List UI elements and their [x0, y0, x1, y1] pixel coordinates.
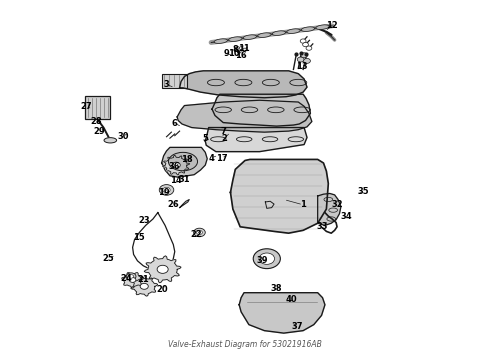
Polygon shape	[144, 256, 181, 283]
Circle shape	[301, 53, 308, 58]
Circle shape	[297, 57, 304, 62]
Text: 35: 35	[358, 187, 369, 196]
Text: 6: 6	[172, 119, 178, 128]
Text: 40: 40	[285, 295, 297, 304]
Circle shape	[194, 228, 205, 237]
Circle shape	[306, 46, 312, 50]
Circle shape	[243, 48, 247, 51]
Polygon shape	[318, 193, 341, 225]
Text: 16: 16	[235, 51, 247, 60]
Circle shape	[234, 48, 238, 50]
Text: 21: 21	[137, 275, 149, 284]
Text: 34: 34	[341, 212, 352, 221]
Text: 28: 28	[90, 117, 101, 126]
Polygon shape	[122, 273, 144, 288]
Circle shape	[255, 250, 279, 267]
Text: 31: 31	[179, 175, 190, 184]
Text: 19: 19	[158, 188, 170, 197]
Polygon shape	[163, 155, 190, 175]
Circle shape	[237, 50, 241, 53]
Circle shape	[304, 58, 310, 63]
Polygon shape	[162, 147, 207, 177]
Circle shape	[140, 283, 148, 289]
Text: 7: 7	[220, 127, 226, 136]
Text: 26: 26	[168, 199, 179, 208]
Text: 1: 1	[300, 200, 306, 209]
Ellipse shape	[287, 29, 300, 33]
Text: 39: 39	[256, 256, 268, 265]
Text: 23: 23	[138, 216, 150, 225]
Text: 14: 14	[171, 176, 182, 185]
Circle shape	[253, 249, 280, 269]
Text: Valve-Exhaust Diagram for 53021916AB: Valve-Exhaust Diagram for 53021916AB	[168, 340, 322, 349]
Text: 29: 29	[94, 127, 105, 136]
Polygon shape	[131, 276, 158, 296]
Ellipse shape	[104, 138, 117, 143]
Ellipse shape	[214, 39, 227, 44]
Circle shape	[259, 253, 274, 264]
Polygon shape	[239, 293, 325, 333]
Text: 33: 33	[317, 221, 328, 230]
Text: 32: 32	[331, 199, 343, 208]
Text: 9: 9	[224, 49, 229, 58]
Circle shape	[163, 187, 170, 193]
Circle shape	[126, 273, 136, 280]
Ellipse shape	[169, 152, 197, 171]
Ellipse shape	[229, 37, 242, 41]
Text: 17: 17	[216, 154, 227, 163]
Polygon shape	[212, 94, 310, 126]
Text: 24: 24	[121, 274, 132, 283]
Text: 27: 27	[80, 102, 92, 111]
Circle shape	[172, 162, 180, 168]
Text: 10: 10	[228, 49, 240, 58]
Text: 15: 15	[133, 233, 145, 242]
Polygon shape	[180, 199, 189, 208]
Circle shape	[300, 39, 306, 43]
Text: 11: 11	[238, 44, 249, 53]
Polygon shape	[266, 201, 274, 208]
Ellipse shape	[272, 31, 286, 35]
Text: 3: 3	[164, 80, 170, 89]
Polygon shape	[177, 100, 312, 132]
Polygon shape	[205, 127, 307, 152]
Text: 12: 12	[326, 21, 338, 30]
Text: 37: 37	[292, 321, 303, 330]
Ellipse shape	[316, 25, 329, 30]
Circle shape	[196, 230, 202, 235]
Circle shape	[159, 185, 174, 195]
Text: 20: 20	[157, 285, 169, 294]
Text: 4: 4	[208, 153, 214, 162]
Text: 38: 38	[271, 284, 282, 293]
Text: 18: 18	[181, 155, 193, 164]
Text: 13: 13	[296, 62, 308, 71]
Text: 25: 25	[102, 254, 114, 263]
Circle shape	[303, 42, 309, 47]
Text: 30: 30	[117, 132, 129, 141]
Ellipse shape	[258, 33, 271, 37]
Text: 36: 36	[169, 162, 181, 171]
Circle shape	[129, 275, 134, 278]
Text: 8: 8	[232, 45, 238, 54]
Bar	[85, 96, 110, 119]
Text: 5: 5	[202, 134, 208, 143]
Bar	[162, 74, 187, 88]
Polygon shape	[180, 71, 307, 98]
Text: 2: 2	[221, 134, 227, 143]
Circle shape	[157, 265, 168, 273]
Circle shape	[261, 254, 273, 263]
Polygon shape	[230, 159, 328, 233]
Ellipse shape	[301, 27, 315, 31]
Text: 22: 22	[191, 230, 202, 239]
Ellipse shape	[243, 35, 257, 40]
Circle shape	[129, 278, 136, 282]
Circle shape	[239, 47, 243, 50]
